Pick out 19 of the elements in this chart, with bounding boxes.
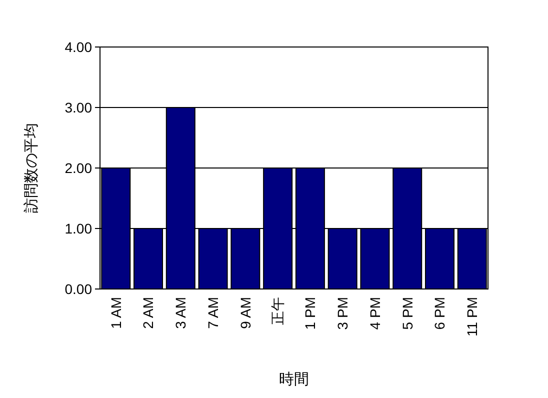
x-tick-label: 9 AM	[237, 297, 254, 329]
x-tick-label: 1 PM	[302, 297, 318, 330]
x-tick-label: 6 PM	[432, 297, 448, 330]
y-tick-label: 4.00	[64, 38, 92, 55]
x-tick-label: 5 PM	[399, 297, 416, 330]
y-tick-label: 0.00	[64, 280, 92, 297]
x-tick-label: 2 AM	[140, 297, 156, 329]
y-tick-label: 1.00	[64, 220, 92, 236]
y-tick-label: 3.00	[64, 99, 92, 116]
x-tick-label: 3 AM	[172, 297, 189, 329]
x-tick-label: 7 AM	[204, 297, 221, 329]
x-tick-label: 4 PM	[366, 297, 383, 330]
x-tick-label: 3 PM	[334, 297, 350, 330]
x-tick-label: 11 PM	[464, 297, 480, 336]
y-axis-title: 訪問数の平均	[23, 123, 40, 213]
x-tick-label: 1 AM	[108, 297, 124, 329]
x-tick-label: 正午	[270, 297, 286, 325]
y-tick-label: 2.00	[64, 160, 92, 176]
x-axis-title: 時間	[279, 371, 309, 388]
